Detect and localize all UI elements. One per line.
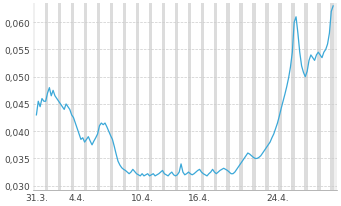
Bar [100, 4, 110, 190]
Bar [113, 4, 123, 190]
Bar [256, 4, 265, 190]
Bar [239, 4, 243, 190]
Bar [45, 4, 48, 190]
Bar [321, 4, 330, 190]
Bar [152, 4, 162, 190]
Bar [204, 4, 213, 190]
Bar [87, 4, 97, 190]
Bar [305, 4, 308, 190]
Bar [178, 4, 188, 190]
Bar [278, 4, 282, 190]
Bar [308, 4, 317, 190]
Bar [61, 4, 71, 190]
Bar [265, 4, 269, 190]
Bar [282, 4, 292, 190]
Bar [123, 4, 127, 190]
Bar [58, 4, 61, 190]
Bar [97, 4, 100, 190]
Bar [201, 4, 204, 190]
Bar [330, 4, 334, 190]
Bar [139, 4, 149, 190]
Bar [317, 4, 321, 190]
Bar [175, 4, 178, 190]
Bar [84, 4, 87, 190]
Bar [162, 4, 165, 190]
Bar [295, 4, 305, 190]
Bar [243, 4, 252, 190]
Bar [217, 4, 226, 190]
Bar [188, 4, 191, 190]
Bar [149, 4, 152, 190]
Bar [71, 4, 74, 190]
Bar [230, 4, 239, 190]
Bar [136, 4, 139, 190]
Bar [48, 4, 58, 190]
Bar [269, 4, 278, 190]
Bar [191, 4, 201, 190]
Bar [127, 4, 136, 190]
Bar [226, 4, 230, 190]
Bar [35, 4, 45, 190]
Bar [252, 4, 256, 190]
Bar [74, 4, 84, 190]
Bar [165, 4, 175, 190]
Bar [213, 4, 217, 190]
Bar [292, 4, 295, 190]
Bar [110, 4, 113, 190]
